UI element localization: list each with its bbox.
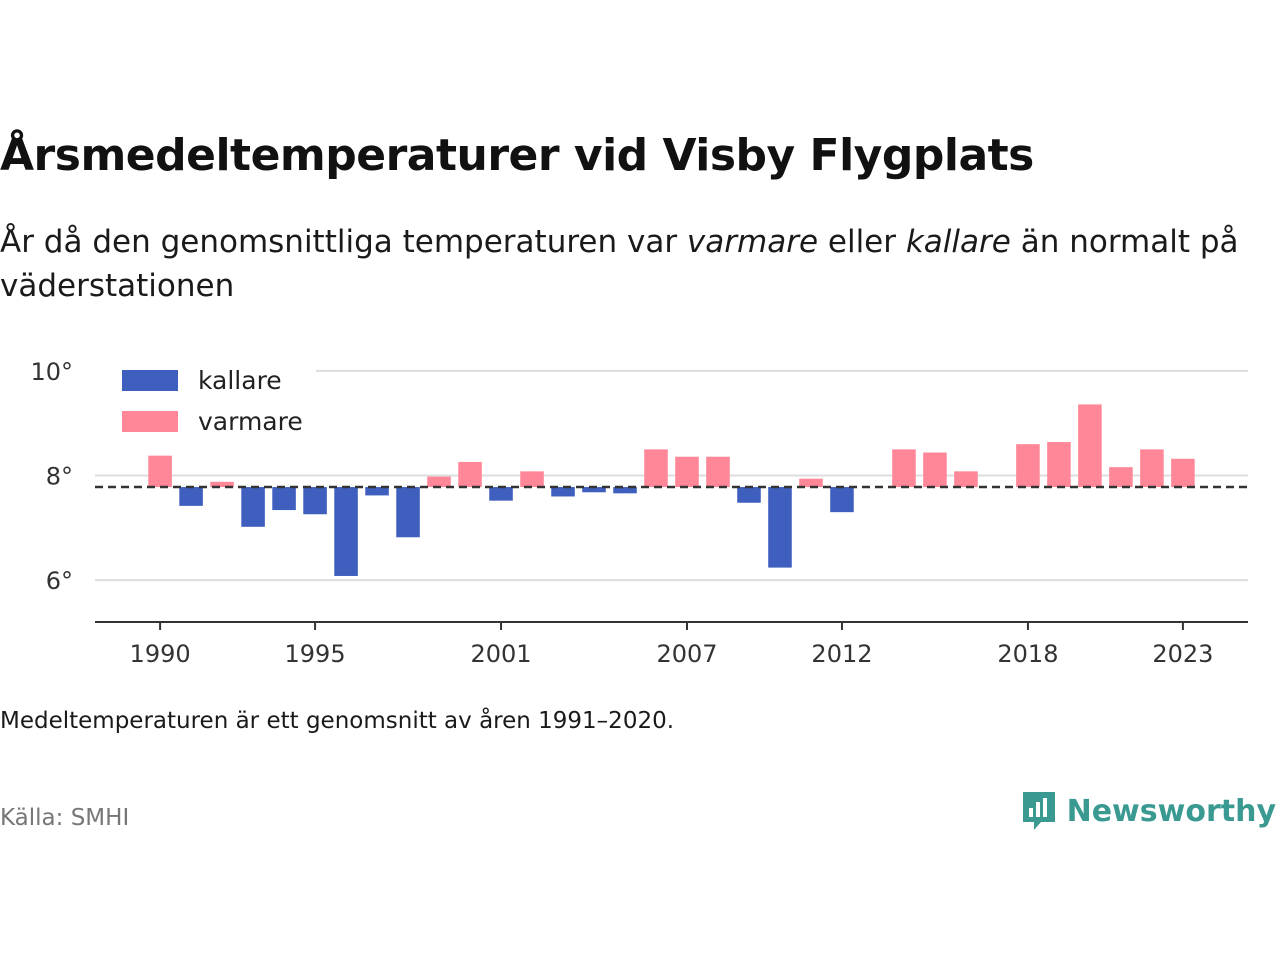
bar-2009 [737,487,761,503]
legend-label-warm: varmare [198,407,303,436]
bar-2015 [923,452,947,488]
x-tick-label: 2007 [656,640,717,668]
bar-2007 [675,456,699,488]
bar-1999 [427,476,451,488]
subtitle-text-3: än normalt på väderstationen [0,224,1239,304]
bar-2012 [830,487,854,513]
bar-2004 [582,487,606,493]
bar-1994 [272,487,296,511]
bar-2000 [458,461,482,488]
legend: kallare varmare [94,360,316,448]
subtitle-text-1: År då den genomsnittliga temperaturen va… [0,224,687,260]
bar-2005 [613,487,637,494]
source-credit: Källa: SMHI [0,805,130,831]
bar-1991 [179,487,203,506]
x-tick-label: 1990 [130,640,191,668]
subtitle-warm-word: varmare [686,224,819,260]
x-tick-label: 2023 [1152,640,1213,668]
bar-chart: 6° 8° 10° 1990 1995 2001 2007 2012 2018 2023 kal… [30,358,1248,668]
bar-1995 [303,487,327,515]
chart-title: Årsmedeltemperaturer vid Visby Flygplats [0,130,1034,181]
bar-1992 [210,481,234,488]
bar-2023 [1171,458,1195,488]
bar-2006 [644,449,668,488]
legend-label-cold: kallare [198,366,282,395]
bar-2020 [1078,404,1102,488]
bar-1990 [148,455,172,488]
x-tick-label: 1995 [285,640,346,668]
bars [148,404,1195,576]
x-tick-label: 2012 [811,640,872,668]
y-tick-label: 10° [30,358,73,386]
bar-2021 [1109,467,1133,488]
bar-2018 [1016,444,1040,488]
legend-swatch-warm [122,411,178,432]
bar-1998 [396,487,420,538]
chart-subtitle: År då den genomsnittliga temperaturen va… [0,220,1270,308]
newsworthy-logo-text: Newsworthy [1066,793,1276,829]
y-tick-label: 6° [46,567,73,595]
bar-1996 [334,487,358,576]
bar-2008 [706,456,730,488]
footnote: Medeltemperaturen är ett genomsnitt av å… [0,708,675,734]
newsworthy-logo-icon [1022,792,1055,830]
x-tick-label: 2018 [997,640,1058,668]
legend-swatch-cold [122,370,178,391]
y-tick-label: 8° [46,463,73,491]
bar-2014 [892,449,916,488]
x-tick-label: 2001 [470,640,531,668]
bar-1997 [365,487,389,496]
bar-2001 [489,487,513,501]
bar-2003 [551,487,575,497]
bar-2016 [954,471,978,488]
bar-2022 [1140,449,1164,488]
bar-1993 [241,487,265,527]
bar-2019 [1047,442,1071,488]
bar-2011 [799,478,823,488]
bar-2002 [520,471,544,488]
y-axis-ticks: 6° 8° 10° [30,358,73,595]
newsworthy-logo[interactable]: Newsworthy [1021,790,1276,832]
bar-2010 [768,487,792,568]
subtitle-cold-word: kallare [905,224,1011,260]
subtitle-text-2: eller [818,224,906,260]
x-axis-ticks: 1990 1995 2001 2007 2012 2018 2023 [130,622,1213,668]
